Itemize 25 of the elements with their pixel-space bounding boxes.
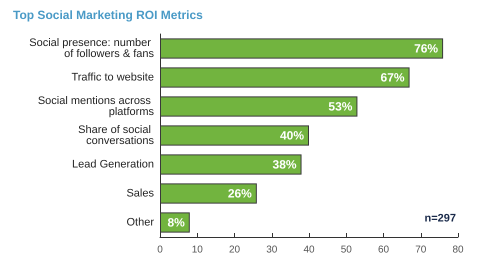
y-tick-label: Sales xyxy=(126,188,154,200)
data-label: 76% xyxy=(414,42,438,56)
data-label: 38% xyxy=(272,158,297,172)
y-tick-label: Social mentions across platforms xyxy=(38,95,154,118)
x-tick-label: 70 xyxy=(415,244,427,256)
x-tick-label: 10 xyxy=(192,244,204,256)
y-tick-label: Other xyxy=(126,216,154,228)
x-tick-label: 50 xyxy=(340,244,352,256)
y-tick-label: Lead Generation xyxy=(72,158,154,170)
x-tick-label: 0 xyxy=(157,244,164,256)
y-tick-label: Social presence: number of followers & fans xyxy=(29,37,154,60)
x-tick-label: 80 xyxy=(452,244,464,256)
x-tick-label: 60 xyxy=(378,244,390,256)
x-tick-label: 40 xyxy=(303,244,315,256)
x-tick-label: 20 xyxy=(228,244,240,256)
data-label: 53% xyxy=(328,100,353,114)
data-label: 8% xyxy=(167,216,186,230)
data-label: 40% xyxy=(280,128,304,142)
y-tick-label: Share of social conversations xyxy=(78,124,154,147)
x-tick-label: 30 xyxy=(266,244,278,256)
annotation: n=297 xyxy=(424,212,456,224)
y-tick-label: Traffic to website xyxy=(71,72,154,84)
data-label: 26% xyxy=(228,186,252,200)
chart-title: Top Social Marketing ROI Metrics xyxy=(13,8,204,22)
data-label: 67% xyxy=(380,70,405,84)
